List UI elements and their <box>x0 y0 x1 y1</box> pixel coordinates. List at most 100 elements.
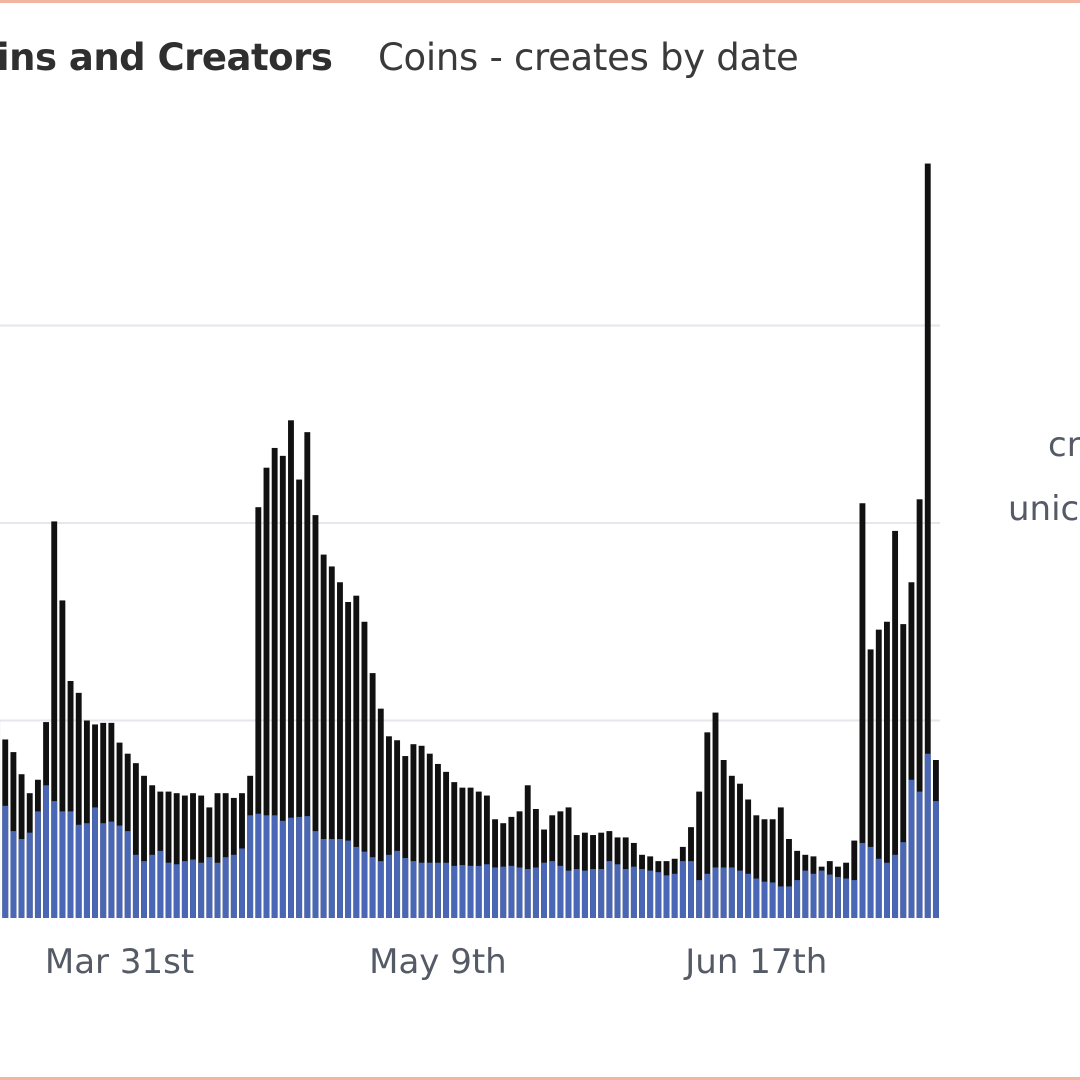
bar-creates-95 <box>769 819 776 918</box>
bar-unique-creators-86 <box>696 880 703 918</box>
bar-unique-creators-66 <box>532 867 539 918</box>
bar-creates-58 <box>467 787 474 918</box>
bar-creates-7 <box>51 521 58 918</box>
bar-creates-36 <box>288 420 294 918</box>
bar-unique-creators-106 <box>859 842 866 918</box>
bar-creates-24 <box>190 793 196 918</box>
bar-creates-55 <box>443 771 450 918</box>
bar-creates-92 <box>745 799 752 918</box>
bar-unique-creators-84 <box>679 861 686 918</box>
bar-unique-creators-52 <box>418 862 425 918</box>
bar-unique-creators-65 <box>524 869 531 918</box>
bar-unique-creators-68 <box>549 861 556 918</box>
bar-creates-60 <box>483 795 490 918</box>
bar-unique-creators-40 <box>320 839 327 918</box>
bar-unique-creators-105 <box>851 880 858 918</box>
bar-unique-creators-26 <box>206 857 213 918</box>
bar-unique-creators-59 <box>475 865 482 918</box>
bar-unique-creators-50 <box>402 857 409 918</box>
bar-creates-17 <box>132 763 139 918</box>
bar-creates-8 <box>59 600 66 918</box>
bar-creates-88 <box>712 712 719 918</box>
bar-unique-creators-64 <box>516 867 523 918</box>
bar-unique-creators-21 <box>165 862 172 918</box>
bar-unique-creators-108 <box>875 858 882 918</box>
bar-creates-113 <box>916 499 923 918</box>
bar-unique-creators-31 <box>247 815 254 918</box>
bar-unique-creators-19 <box>149 854 156 918</box>
bar-creates-70 <box>565 807 572 918</box>
bar-unique-creators-94 <box>761 881 768 918</box>
bar-creates-10 <box>75 692 82 918</box>
bar-unique-creators-5 <box>34 811 41 918</box>
bar-creates-97 <box>786 839 792 918</box>
bar-unique-creators-6 <box>43 785 50 918</box>
bar-unique-creators-97 <box>786 886 792 918</box>
bar-creates-56 <box>451 782 458 918</box>
bar-creates-57 <box>459 787 466 918</box>
bar-creates-35 <box>279 455 286 918</box>
bar-unique-creators-32 <box>255 813 262 918</box>
bar-unique-creators-91 <box>737 870 743 918</box>
bar-unique-creators-115 <box>932 801 939 918</box>
bar-creates-38 <box>304 432 311 918</box>
bar-unique-creators-17 <box>132 854 139 918</box>
bar-creates-44 <box>353 595 360 918</box>
bar-creates-66 <box>532 808 539 918</box>
bar-unique-creators-82 <box>663 875 670 918</box>
bar-unique-creators-39 <box>312 831 319 918</box>
bar-creates-114 <box>924 163 931 919</box>
bar-unique-creators-34 <box>271 815 278 918</box>
bar-unique-creators-71 <box>573 869 580 918</box>
dashboard-title: oins and Creators <box>0 36 333 79</box>
bar-unique-creators-78 <box>630 866 637 918</box>
bar-unique-creators-33 <box>263 815 270 918</box>
bar-unique-creators-20 <box>157 850 164 918</box>
bar-unique-creators-54 <box>434 862 441 918</box>
bar-unique-creators-70 <box>565 870 572 918</box>
bar-unique-creators-113 <box>916 791 923 918</box>
bar-unique-creators-57 <box>459 865 466 918</box>
bar-unique-creators-79 <box>639 869 645 918</box>
bar-creates-90 <box>728 775 735 918</box>
bar-unique-creators-80 <box>647 870 654 918</box>
bar-unique-creators-58 <box>467 865 474 918</box>
bar-unique-creators-81 <box>655 872 662 918</box>
x-tick-label-0: Mar 31st <box>45 942 194 982</box>
bar-unique-creators-49 <box>394 850 401 918</box>
chart-title: Coins - creates by date <box>378 36 799 79</box>
bar-creates-112 <box>908 582 915 918</box>
bar-unique-creators-69 <box>557 865 564 918</box>
bar-unique-creators-23 <box>181 861 188 918</box>
bar-creates-106 <box>859 503 866 918</box>
bar-unique-creators-42 <box>337 839 343 918</box>
bar-unique-creators-100 <box>810 873 817 918</box>
bar-creates-59 <box>475 791 482 918</box>
legend-label-1: unic <box>1008 489 1079 529</box>
bar-unique-creators-37 <box>296 816 303 918</box>
bar-creates-47 <box>377 708 384 918</box>
bar-creates-41 <box>328 566 335 918</box>
bar-unique-creators-87 <box>704 873 711 918</box>
bar-unique-creators-73 <box>590 869 596 918</box>
bar-unique-creators-3 <box>18 839 25 918</box>
bar-creates-91 <box>737 783 743 918</box>
bar-unique-creators-35 <box>279 820 286 918</box>
bar-unique-creators-96 <box>777 886 784 918</box>
bar-creates-42 <box>337 582 343 918</box>
bar-creates-69 <box>557 811 564 918</box>
bar-creates-40 <box>320 554 327 918</box>
bar-unique-creators-85 <box>688 861 694 918</box>
legend: cr unic <box>1008 425 1080 529</box>
bar-unique-creators-10 <box>75 824 82 918</box>
bar-creates-110 <box>892 530 899 918</box>
bar-unique-creators-76 <box>614 864 621 918</box>
bar-unique-creators-109 <box>883 862 890 918</box>
bar-unique-creators-24 <box>190 859 196 918</box>
bar-unique-creators-29 <box>230 854 237 918</box>
bar-creates-64 <box>516 811 523 918</box>
bar-unique-creators-99 <box>802 870 809 918</box>
bar-unique-creators-11 <box>83 823 90 918</box>
bar-unique-creators-53 <box>426 862 433 918</box>
bar-unique-creators-18 <box>141 861 147 918</box>
